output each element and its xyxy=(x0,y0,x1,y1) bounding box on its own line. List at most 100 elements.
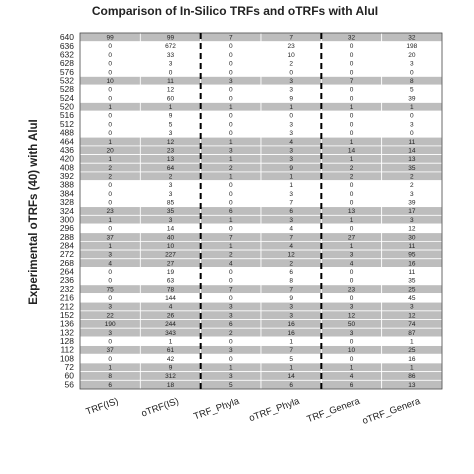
cell-value: 39 xyxy=(408,200,416,207)
cell-value: 10 xyxy=(348,347,356,354)
cell-value: 1 xyxy=(108,156,112,163)
cell-value: 18 xyxy=(167,382,175,389)
cell-value: 60 xyxy=(167,95,175,102)
cell-value: 0 xyxy=(108,69,112,76)
cell-value: 7 xyxy=(229,286,233,293)
cell-value: 3 xyxy=(169,130,173,137)
cell-value: 1 xyxy=(350,217,354,224)
cell-value: 42 xyxy=(167,356,175,363)
cell-value: 1 xyxy=(410,338,414,345)
cell-value: 0 xyxy=(229,295,233,302)
cell-value: 0 xyxy=(108,338,112,345)
cell-value: 190 xyxy=(105,321,116,328)
cell-value: 0 xyxy=(229,338,233,345)
cell-value: 6 xyxy=(108,382,112,389)
cell-value: 244 xyxy=(165,321,176,328)
row-label: 628 xyxy=(60,58,74,68)
cell-value: 0 xyxy=(229,113,233,120)
cell-value: 9 xyxy=(289,165,293,172)
cell-value: 14 xyxy=(408,147,416,154)
cell-value: 13 xyxy=(408,156,416,163)
cell-value: 0 xyxy=(108,182,112,189)
cell-value: 0 xyxy=(108,226,112,233)
cell-value: 8 xyxy=(108,373,112,380)
row-label: 300 xyxy=(60,214,74,224)
cell-value: 3 xyxy=(289,130,293,137)
cell-value: 1 xyxy=(108,217,112,224)
cell-value: 0 xyxy=(229,52,233,59)
cell-value: 9 xyxy=(169,365,173,372)
cell-value: 61 xyxy=(167,347,175,354)
cell-value: 9 xyxy=(289,95,293,102)
cell-value: 3 xyxy=(169,191,173,198)
cell-value: 11 xyxy=(167,78,174,85)
cell-value: 16 xyxy=(408,260,416,267)
cell-value: 6 xyxy=(229,208,233,215)
cell-value: 1 xyxy=(169,338,173,345)
cell-value: 0 xyxy=(229,356,233,363)
cell-value: 0 xyxy=(350,226,354,233)
cell-value: 1 xyxy=(289,338,293,345)
cell-value: 3 xyxy=(169,182,173,189)
cell-value: 25 xyxy=(408,347,416,354)
cell-value: 0 xyxy=(229,130,233,137)
y-axis-title: Experimental oTRFs (40) with AluI xyxy=(28,119,40,305)
cell-value: 6 xyxy=(289,382,293,389)
row-label: 236 xyxy=(60,275,74,285)
cell-value: 3 xyxy=(108,252,112,259)
cell-value: 0 xyxy=(350,43,354,50)
row-label: 328 xyxy=(60,197,74,207)
cell-value: 3 xyxy=(410,191,414,198)
cell-value: 3 xyxy=(289,121,293,128)
cell-value: 0 xyxy=(289,113,293,120)
row-label: 640 xyxy=(60,32,74,42)
column-label: oTRF(IS) xyxy=(140,396,180,420)
cell-value: 3 xyxy=(289,304,293,311)
cell-value: 14 xyxy=(167,226,175,233)
cell-value: 12 xyxy=(408,226,416,233)
chart-title: Comparison of In-Silico TRFs and oTRFs w… xyxy=(92,4,378,18)
cell-value: 0 xyxy=(108,191,112,198)
cell-value: 0 xyxy=(350,338,354,345)
cell-value: 3 xyxy=(410,61,414,68)
cell-value: 3 xyxy=(169,61,173,68)
cell-value: 2 xyxy=(289,61,293,68)
cell-value: 9 xyxy=(169,113,173,120)
row-label: 388 xyxy=(60,180,74,190)
row-label: 464 xyxy=(60,136,74,146)
cell-value: 0 xyxy=(108,200,112,207)
cell-value: 23 xyxy=(107,208,115,215)
cell-value: 11 xyxy=(408,139,415,146)
cell-value: 0 xyxy=(350,130,354,137)
cell-value: 10 xyxy=(288,52,296,59)
cell-value: 3 xyxy=(350,330,354,337)
cell-value: 227 xyxy=(165,252,176,259)
row-label: 56 xyxy=(65,379,75,389)
cell-value: 1 xyxy=(108,243,112,250)
cell-value: 10 xyxy=(167,243,175,250)
cell-value: 6 xyxy=(350,382,354,389)
cell-value: 14 xyxy=(348,147,356,154)
cell-value: 35 xyxy=(408,165,416,172)
cell-value: 1 xyxy=(350,243,354,250)
cell-value: 85 xyxy=(167,200,175,207)
row-label: 216 xyxy=(60,293,74,303)
cell-value: 5 xyxy=(229,382,233,389)
cell-value: 10 xyxy=(107,78,115,85)
cell-value: 63 xyxy=(167,278,175,285)
cell-value: 7 xyxy=(289,234,293,241)
cell-value: 33 xyxy=(167,52,175,59)
cell-value: 3 xyxy=(229,147,233,154)
cell-value: 0 xyxy=(229,87,233,94)
cell-value: 12 xyxy=(167,139,175,146)
cell-value: 1 xyxy=(169,104,173,111)
cell-value: 16 xyxy=(408,356,416,363)
cell-value: 0 xyxy=(108,95,112,102)
cell-value: 0 xyxy=(108,113,112,120)
cell-value: 0 xyxy=(350,95,354,102)
cell-value: 0 xyxy=(350,200,354,207)
cell-value: 40 xyxy=(167,234,175,241)
cell-value: 11 xyxy=(408,243,415,250)
cell-value: 0 xyxy=(108,130,112,137)
